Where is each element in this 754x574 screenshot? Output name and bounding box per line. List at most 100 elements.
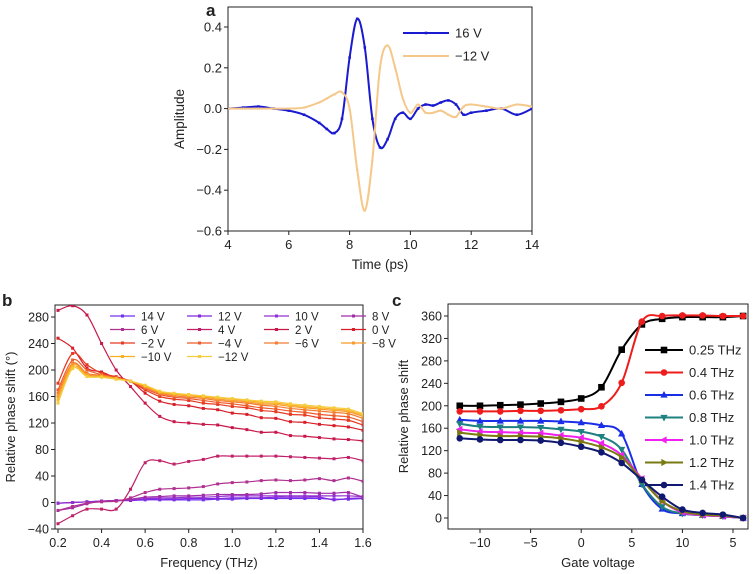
data-point	[56, 522, 60, 526]
y-tick-label: −0.4	[196, 183, 222, 198]
y-tick-label: 200	[28, 364, 49, 378]
data-point	[143, 401, 147, 405]
x-tick-label: 14	[525, 237, 539, 252]
data-point	[288, 402, 292, 406]
data-point	[288, 406, 292, 410]
data-point	[274, 454, 278, 458]
data-point	[71, 501, 75, 504]
data-point	[288, 455, 292, 459]
data-point	[201, 401, 205, 405]
data-point	[597, 433, 606, 441]
legend-label: 14 V	[141, 312, 165, 324]
data-point	[317, 491, 321, 495]
data-point	[679, 506, 686, 513]
series-line	[57, 455, 363, 525]
data-point	[201, 493, 205, 497]
data-point	[346, 497, 350, 501]
data-point	[288, 409, 292, 413]
data-point	[454, 115, 458, 118]
data-point	[699, 509, 706, 517]
data-point	[496, 416, 504, 424]
y-tick-label: 280	[421, 354, 442, 368]
data-point	[259, 416, 263, 420]
data-point	[187, 494, 191, 498]
data-point	[172, 462, 176, 466]
data-point	[348, 107, 352, 110]
data-point	[462, 105, 466, 108]
data-point	[71, 305, 75, 308]
data-point	[557, 426, 565, 434]
data-point	[172, 391, 176, 395]
data-point	[274, 410, 278, 414]
data-point	[288, 494, 292, 498]
legend-label: −12 V	[218, 352, 249, 364]
panel-c: −10 −5 0 5 10 5 0 40 80 120 160 200 240 280 320 360 Gate…	[396, 303, 749, 570]
data-point	[230, 402, 234, 406]
data-point	[100, 342, 104, 345]
data-point	[577, 418, 585, 426]
data-point	[638, 476, 646, 484]
legend-item: −6 V	[264, 339, 319, 351]
data-point	[143, 491, 147, 495]
data-point	[679, 312, 686, 319]
y-tick-label: 120	[28, 417, 49, 431]
data-point	[230, 454, 234, 458]
data-point	[325, 96, 329, 100]
data-point	[303, 410, 307, 414]
data-point	[245, 428, 249, 432]
legend-item: −4 V	[187, 339, 242, 351]
y-tick-label: 0.4	[204, 20, 222, 35]
data-point	[557, 439, 565, 447]
data-point	[56, 336, 60, 340]
legend-marker	[660, 369, 668, 376]
data-point	[346, 455, 350, 459]
y-tick-label: 200	[421, 399, 442, 413]
data-point	[416, 102, 420, 106]
data-point	[216, 482, 220, 486]
data-point	[158, 399, 162, 403]
data-point	[85, 363, 89, 367]
legend-label: −8 V	[372, 339, 396, 351]
data-point	[143, 461, 147, 465]
data-point	[56, 398, 60, 402]
data-point	[287, 107, 291, 110]
data-point	[71, 367, 75, 371]
data-point	[216, 423, 220, 427]
data-point	[577, 434, 584, 442]
data-point	[485, 109, 488, 112]
legend-marker	[198, 341, 201, 345]
x-tick-label: 5	[730, 536, 737, 550]
data-point	[287, 109, 291, 112]
data-point	[274, 494, 278, 498]
data-point	[259, 479, 263, 483]
data-point	[274, 416, 278, 420]
data-point	[363, 209, 367, 212]
data-point	[401, 111, 405, 114]
series-line	[57, 337, 363, 431]
legend-item: 4 V	[187, 325, 236, 337]
data-point	[496, 424, 504, 432]
data-point	[496, 408, 504, 415]
data-point	[456, 435, 464, 442]
data-point	[56, 401, 60, 405]
data-point	[158, 414, 162, 418]
data-point	[201, 495, 205, 499]
data-point	[216, 408, 220, 412]
data-point	[361, 479, 363, 483]
data-point	[172, 397, 176, 401]
y-tick-label: 40	[428, 489, 442, 503]
data-point	[303, 494, 307, 498]
data-point	[272, 107, 276, 110]
data-point	[361, 459, 363, 463]
data-point	[517, 401, 524, 408]
legend-item: 0.8 THz	[645, 410, 734, 425]
data-point	[496, 401, 504, 409]
data-point	[340, 90, 344, 94]
data-point	[597, 421, 606, 429]
legend-item: 0 V	[341, 325, 390, 337]
legend-label: 0.8 THz	[689, 410, 734, 425]
data-point	[516, 416, 525, 424]
legend-marker	[121, 314, 124, 318]
y-tick-label: 0.0	[204, 101, 222, 116]
data-point	[228, 107, 230, 110]
